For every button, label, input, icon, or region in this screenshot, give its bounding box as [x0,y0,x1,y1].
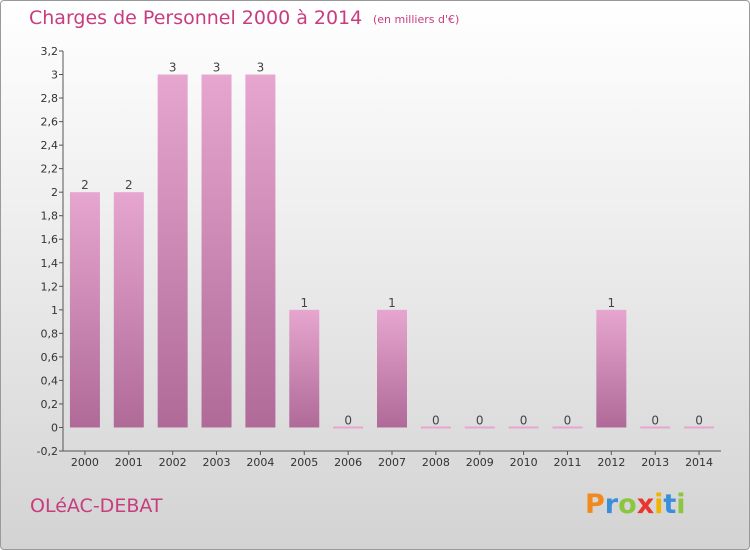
bar [69,192,100,428]
data-label: 0 [344,413,352,427]
x-tick-label: 2010 [510,456,538,469]
logo-letter: i [676,489,686,520]
y-tick-label: 1,2 [41,280,59,293]
bar [596,309,627,428]
logo-letter: x [636,489,655,520]
bar [552,426,583,429]
data-label: 2 [81,178,89,192]
y-tick-label: 1,6 [41,233,59,246]
x-tick-label: 2008 [422,456,450,469]
logo-letter: i [654,489,664,520]
logo-letter: t [663,489,677,520]
x-tick-label: 2012 [597,456,625,469]
chart-title: Charges de Personnel 2000 à 2014 [29,7,363,29]
bar [333,426,364,429]
y-tick-label: 0 [51,421,58,434]
x-tick-label: 2009 [466,456,494,469]
x-tick-label: 2003 [203,456,231,469]
proxiti-logo: Proxiti [585,489,686,520]
y-tick-label: 1,4 [41,257,59,270]
data-label: 1 [608,296,616,310]
data-label: 0 [476,413,484,427]
y-tick-label: 1 [51,304,58,317]
x-tick-label: 2011 [553,456,581,469]
x-tick-label: 2004 [246,456,274,469]
bar [508,426,539,429]
bar [157,74,188,428]
data-label: 1 [300,296,308,310]
bar [684,426,715,429]
y-tick-label: 0,6 [41,351,59,364]
y-tick-label: 2 [51,186,58,199]
x-tick-label: 2000 [71,456,99,469]
commune-name: OLéAC-DEBAT [30,495,163,517]
y-tick-label: 2,2 [41,163,59,176]
bar [201,74,232,428]
bar [420,426,451,429]
x-tick-label: 2006 [334,456,362,469]
y-tick-label: 3,2 [41,45,59,58]
x-tick-label: 2014 [685,456,713,469]
data-label: 0 [520,413,528,427]
data-label: 2 [125,178,133,192]
y-tick-label: 2,8 [41,92,59,105]
y-tick-label: -0,2 [37,445,58,458]
data-label: 0 [651,413,659,427]
y-tick-label: 1,8 [41,210,59,223]
data-label: 3 [257,61,265,75]
y-tick-label: 2,4 [41,139,59,152]
y-tick-label: 2,6 [41,116,59,129]
data-label: 3 [213,61,221,75]
data-label: 0 [695,413,703,427]
y-tick-label: 0,8 [41,327,59,340]
bar [640,426,671,429]
x-tick-label: 2001 [115,456,143,469]
logo-letter: r [604,489,619,520]
bar [289,309,320,428]
chart-subtitle: (en milliers d'€) [373,13,460,26]
bar [245,74,276,428]
data-label: 3 [169,61,177,75]
y-tick-label: 0,4 [41,374,59,387]
x-tick-label: 2013 [641,456,669,469]
data-label: 0 [564,413,572,427]
data-label: 1 [388,296,396,310]
data-label: 0 [432,413,440,427]
x-tick-label: 2005 [290,456,318,469]
bar [377,309,407,428]
x-tick-label: 2007 [378,456,406,469]
bar [113,192,144,428]
y-tick-label: 0,2 [41,398,59,411]
x-tick-label: 2002 [159,456,187,469]
bar [464,426,495,429]
logo-letter: o [618,489,637,520]
logo-letter: P [585,489,605,520]
y-tick-label: 3 [51,69,58,82]
